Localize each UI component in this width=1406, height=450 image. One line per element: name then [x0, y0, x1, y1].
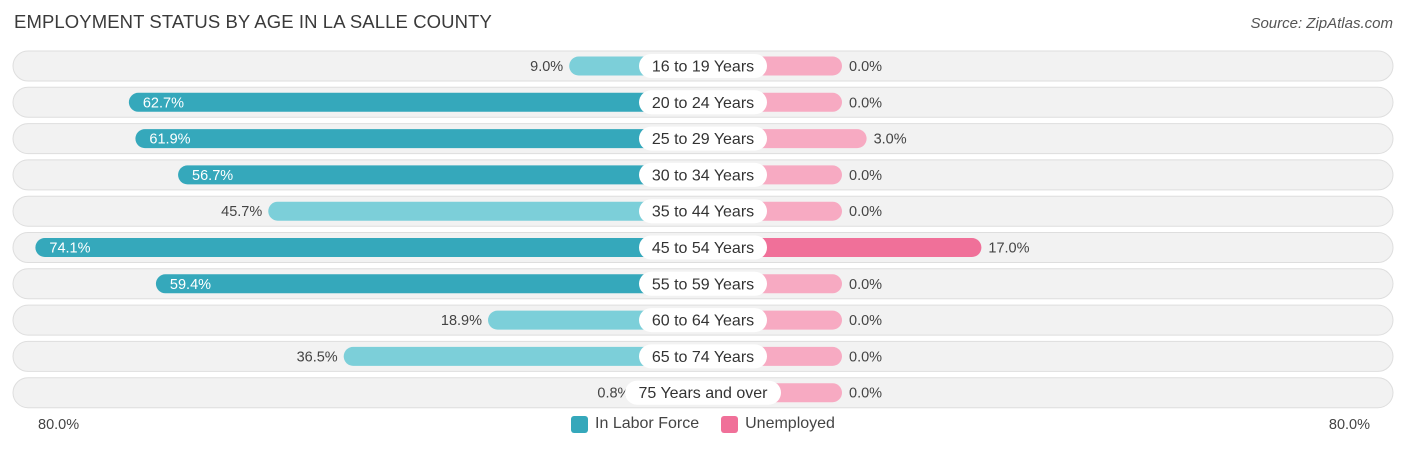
category-pill	[639, 271, 767, 296]
chart-canvas: 9.0% 0.0% 16 to 19 Years 62.7% 0.0% 20 to 24 …	[12, 50, 1394, 409]
category-label: 75 Years and over	[639, 385, 769, 402]
category-label: 30 to 34 Years	[652, 167, 754, 184]
value-label-unemployed: 0.0%	[849, 168, 882, 184]
value-label-labor-force: 9.0%	[530, 59, 563, 75]
category-pill	[639, 308, 767, 333]
value-label-labor-force: 56.7%	[192, 168, 233, 184]
value-label-unemployed: 17.0%	[988, 241, 1029, 257]
legend-label-unemployed: Unemployed	[745, 415, 835, 432]
category-pill	[639, 344, 767, 369]
bar-labor-force	[268, 201, 703, 221]
category-pill	[639, 126, 767, 151]
category-pill	[639, 90, 767, 115]
bar-labor-force	[155, 274, 704, 294]
legend: In Labor Force Unemployed	[0, 415, 1406, 433]
legend-item-unemployed[interactable]: Unemployed	[721, 415, 835, 433]
value-label-labor-force: 18.9%	[441, 313, 482, 329]
value-label-unemployed: 0.0%	[849, 313, 882, 329]
value-label-labor-force: 0.8%	[597, 386, 630, 402]
value-label-unemployed: 3.0%	[874, 132, 907, 148]
category-label: 20 to 24 Years	[652, 95, 754, 112]
bar-unemployed	[703, 238, 982, 257]
value-label-labor-force: 59.4%	[170, 277, 211, 293]
value-label-labor-force: 74.1%	[49, 241, 90, 257]
category-pill	[639, 54, 767, 78]
legend-label-labor-force: In Labor Force	[595, 415, 700, 432]
bar-labor-force	[128, 92, 704, 112]
category-label: 16 to 19 Years	[652, 59, 754, 76]
legend-item-labor-force[interactable]: In Labor Force	[571, 415, 699, 433]
value-label-unemployed: 0.0%	[849, 59, 882, 75]
value-label-unemployed: 0.0%	[849, 349, 882, 365]
category-label: 65 to 74 Years	[652, 349, 754, 366]
axis-right-label: 80.0%	[1328, 417, 1370, 433]
axis-left-label: 80.0%	[38, 417, 80, 433]
value-label-unemployed: 0.0%	[849, 95, 882, 111]
value-label-unemployed: 0.0%	[849, 204, 882, 220]
value-label-labor-force: 61.9%	[149, 132, 190, 148]
category-pill	[639, 162, 767, 187]
category-pill	[639, 235, 767, 260]
bar-labor-force	[135, 129, 704, 149]
category-pill	[639, 199, 767, 224]
chart-source: Source: ZipAtlas.com	[1250, 15, 1393, 32]
category-label: 25 to 29 Years	[652, 131, 754, 148]
value-label-labor-force: 45.7%	[221, 204, 262, 220]
value-label-unemployed: 0.0%	[849, 386, 882, 402]
category-label: 35 to 44 Years	[652, 204, 754, 221]
category-label: 45 to 54 Years	[652, 240, 754, 257]
category-label: 55 to 59 Years	[652, 276, 754, 293]
legend-swatch-unemployed	[721, 415, 739, 433]
chart-title: EMPLOYMENT STATUS BY AGE IN LA SALLE COU…	[14, 11, 492, 32]
value-label-labor-force: 36.5%	[297, 349, 338, 365]
category-pill	[625, 380, 781, 405]
bar-labor-force	[35, 238, 703, 257]
value-label-unemployed: 0.0%	[849, 277, 882, 293]
category-label: 60 to 64 Years	[652, 313, 754, 330]
bar-labor-force	[343, 346, 703, 366]
legend-swatch-labor-force	[571, 415, 589, 433]
bar-labor-force	[178, 165, 703, 185]
value-label-labor-force: 62.7%	[143, 95, 184, 111]
